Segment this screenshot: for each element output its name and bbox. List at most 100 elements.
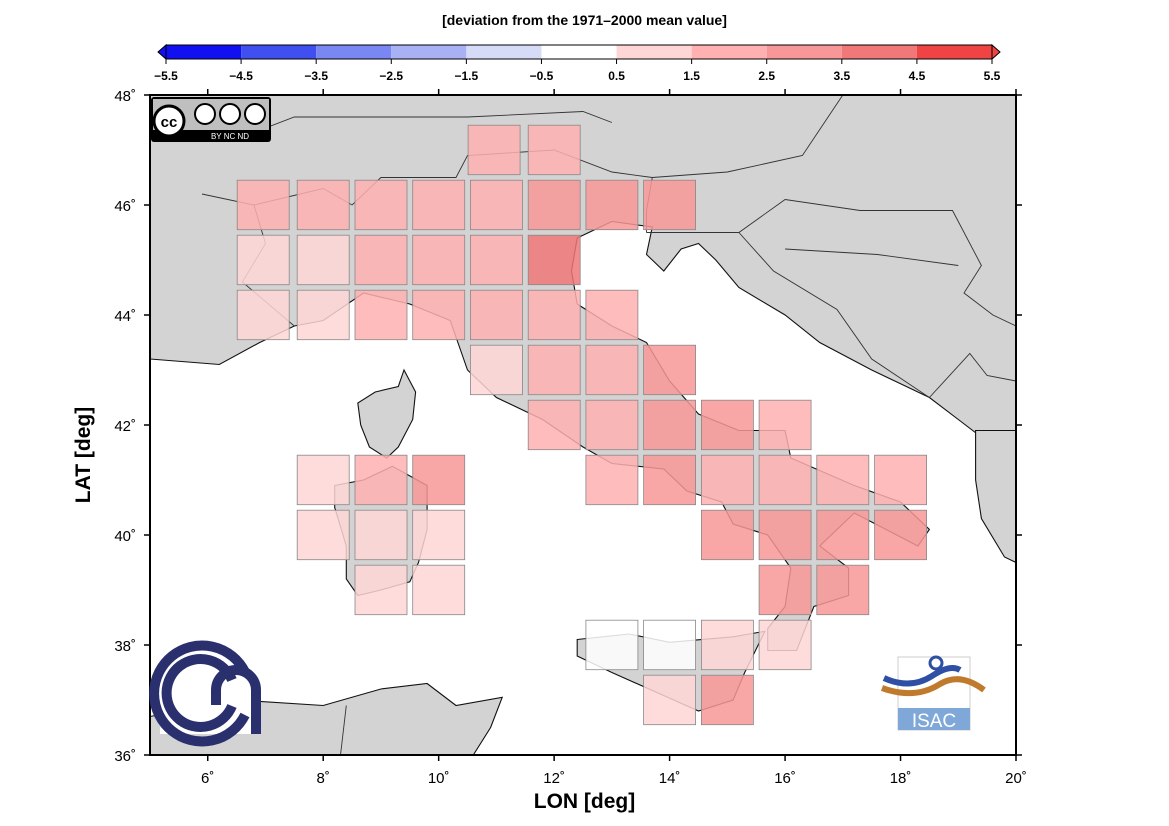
x-tick-label: 14˚ — [659, 770, 681, 787]
heatmap-cell — [469, 289, 523, 341]
heatmap-cells — [236, 124, 927, 726]
heatmap-cell — [354, 564, 408, 616]
heatmap-cell — [585, 619, 639, 671]
heatmap-cell — [816, 509, 870, 561]
heatmap-cell — [469, 344, 523, 396]
heatmap-cell — [412, 454, 466, 506]
colorbar-tick-label: 5.5 — [984, 69, 1001, 83]
border-line — [929, 352, 1016, 398]
heatmap-cell — [527, 344, 581, 396]
heatmap-cell — [467, 124, 521, 176]
colorbar-segment — [916, 45, 992, 59]
heatmap-cell — [412, 289, 466, 341]
border-line — [652, 95, 844, 178]
heatmap-cell — [469, 179, 523, 231]
heatmap-cell — [701, 619, 754, 671]
x-axis: 6˚ 8˚ 10˚ 12˚ 14˚ 16˚ 18˚ 20˚ — [201, 89, 1027, 787]
colorbar-segment — [166, 45, 242, 59]
heatmap-cell — [643, 344, 696, 396]
border-line — [785, 248, 959, 266]
heatmap-cell — [701, 509, 754, 561]
y-tick-label: 46˚ — [114, 198, 136, 215]
heatmap-cell — [643, 179, 696, 231]
y-axis: 36˚ 38˚ 40˚ 42˚ 44˚ 46˚ 48˚ — [114, 88, 1022, 765]
land-polygon — [975, 429, 1016, 564]
heatmap-cell — [469, 234, 523, 286]
y-tick-label: 42˚ — [114, 418, 136, 435]
heatmap-cell — [354, 179, 408, 231]
heatmap-cell — [643, 399, 696, 451]
colorbar-tick-label: −5.5 — [154, 69, 178, 83]
x-tick-label: 10˚ — [428, 770, 450, 787]
colorbar-tick-label: 3.5 — [833, 69, 850, 83]
heatmap-cell — [758, 509, 812, 561]
heatmap-cell — [816, 454, 870, 506]
border-line — [340, 705, 347, 755]
heatmap-cell — [354, 289, 408, 341]
nd-icon — [244, 103, 266, 125]
heatmap-cell — [296, 454, 350, 506]
colorbar-max-arrow — [991, 43, 1001, 61]
y-axis-label: LAT [deg] — [72, 406, 95, 504]
heatmap-cell — [527, 179, 581, 231]
colorbar-segment — [841, 45, 917, 59]
license-text: BY NC ND — [211, 132, 249, 141]
heatmap-cell — [527, 399, 581, 451]
colorbar-tick-label: 2.5 — [758, 69, 775, 83]
colorbar-min-arrow — [157, 43, 167, 61]
colorbar: −5.5 −4.5 −3.5 −2.5 −1.5 −0.5 0.5 1.5 2.5 3.5 4.5 5… — [154, 43, 1001, 83]
heatmap-cell — [758, 399, 812, 451]
y-tick-label: 48˚ — [114, 88, 136, 105]
heatmap-cell — [527, 124, 581, 176]
heatmap-cell — [354, 509, 408, 561]
colorbar-segment — [316, 45, 392, 59]
heatmap-cell — [585, 289, 639, 341]
colorbar-tick-label: −0.5 — [530, 69, 554, 83]
heatmap-cell — [585, 454, 639, 506]
y-tick-label: 36˚ — [114, 748, 136, 765]
x-tick-label: 18˚ — [890, 770, 912, 787]
cc-license-badge: cc BY NC ND — [151, 97, 271, 142]
colorbar-tick-label: 1.5 — [683, 69, 700, 83]
heatmap-cell — [412, 234, 466, 286]
heatmap-cell — [412, 179, 466, 231]
heatmap-cell — [874, 509, 927, 561]
x-tick-label: 16˚ — [774, 770, 796, 787]
cnr-logo-icon — [149, 640, 261, 747]
x-tick-label: 20˚ — [1005, 770, 1027, 787]
heatmap-cell — [643, 674, 696, 726]
colorbar-segment — [616, 45, 692, 59]
heatmap-cell — [527, 289, 581, 341]
chart-title: [deviation from the 1971–2000 mean value… — [442, 12, 727, 28]
colorbar-tick-label: −1.5 — [455, 69, 479, 83]
heatmap-cell — [527, 234, 581, 286]
colorbar-segment — [466, 45, 542, 59]
colorbar-tick-label: −3.5 — [304, 69, 328, 83]
border-line — [646, 199, 1016, 327]
heatmap-cell — [701, 399, 754, 451]
heatmap-cell — [296, 289, 350, 341]
heatmap-cell — [758, 454, 812, 506]
colorbar-tick-label: −4.5 — [229, 69, 253, 83]
x-tick-label: 8˚ — [317, 770, 330, 787]
heatmap-cell — [758, 619, 812, 671]
heatmap-cell — [296, 179, 350, 231]
heatmap-cell — [816, 564, 870, 616]
heatmap-cell — [701, 454, 754, 506]
nc-icon — [219, 103, 241, 125]
border-line — [738, 232, 930, 398]
by-icon — [194, 103, 216, 125]
heatmap-cell — [643, 454, 696, 506]
y-tick-label: 38˚ — [114, 638, 136, 655]
heatmap-cell — [236, 289, 290, 341]
y-tick-label: 40˚ — [114, 528, 136, 545]
colorbar-segment — [541, 45, 617, 59]
heatmap-cell — [412, 509, 466, 561]
heatmap-cell — [585, 399, 639, 451]
isac-logo-icon: ISAC — [880, 655, 986, 732]
colorbar-segment — [241, 45, 317, 59]
colorbar-segment — [391, 45, 467, 59]
colorbar-tick-label: −2.5 — [379, 69, 403, 83]
y-tick-label: 44˚ — [114, 308, 136, 325]
